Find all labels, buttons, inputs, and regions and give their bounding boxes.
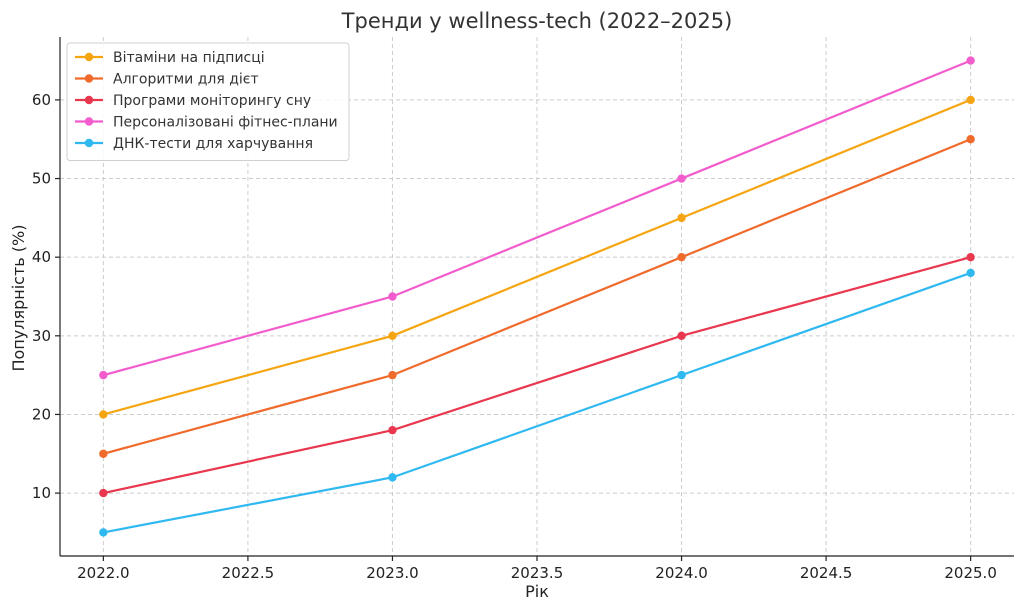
data-point xyxy=(677,174,686,183)
legend-item: Персоналізовані фітнес-плани xyxy=(75,115,338,131)
data-point xyxy=(99,370,108,380)
data-point xyxy=(966,268,975,278)
y-tick-label: 60 xyxy=(32,91,51,109)
series-2 xyxy=(99,135,975,458)
data-point xyxy=(677,331,686,341)
legend: Вітаміни на підписці Алгоритми для дієт Пр… xyxy=(66,42,350,161)
data-point xyxy=(677,252,686,262)
data-point xyxy=(966,135,975,144)
data-point xyxy=(99,449,108,458)
data-point xyxy=(388,331,397,341)
legend-item: Алгоритми для дієт xyxy=(75,72,259,88)
chart-title: Тренди у wellness-tech (2022–2025) xyxy=(341,9,733,33)
data-point xyxy=(966,252,975,262)
data-point xyxy=(388,425,397,435)
legend-item: Програми моніторингу сну xyxy=(75,93,311,109)
x-tick-label: 2023.5 xyxy=(511,564,564,582)
x-tick-label: 2024.5 xyxy=(800,564,853,582)
legend-item: Вітаміни на підписці xyxy=(75,50,265,66)
x-ticks: 2022.0 2022.5 2023.0 2023.5 2024.0 2024.5 2025… xyxy=(77,556,997,582)
y-tick-label: 40 xyxy=(32,248,51,266)
legend-label: ДНК-тести для харчування xyxy=(113,136,313,152)
series-5 xyxy=(99,268,975,537)
series-1 xyxy=(99,95,975,419)
series-4 xyxy=(99,56,975,380)
x-tick-label: 2023.0 xyxy=(366,564,419,582)
legend-marker xyxy=(84,95,94,105)
legend-label: Вітаміни на підписці xyxy=(113,50,265,66)
x-tick-label: 2022.5 xyxy=(222,564,275,582)
grid xyxy=(60,37,1014,556)
data-point xyxy=(966,95,975,105)
series-line xyxy=(103,98,972,416)
x-tick-label: 2022.0 xyxy=(77,564,130,582)
series-3 xyxy=(99,252,975,498)
x-axis-label: Рік xyxy=(525,582,549,601)
data-point xyxy=(388,292,397,301)
y-axis-label: Популярність (%) xyxy=(9,225,28,372)
y-tick-label: 30 xyxy=(32,327,51,345)
data-point xyxy=(99,528,108,537)
data-point xyxy=(966,56,975,65)
data-point xyxy=(388,473,397,482)
data-point xyxy=(99,488,108,498)
data-point xyxy=(677,370,686,380)
x-tick-label: 2025.0 xyxy=(944,564,997,582)
legend-frame xyxy=(66,42,350,161)
y-tick-label: 50 xyxy=(32,170,51,188)
series-group xyxy=(99,56,975,537)
legend-marker xyxy=(84,74,94,83)
y-tick-label: 10 xyxy=(32,484,51,502)
series-line xyxy=(103,271,972,534)
y-tick-label: 20 xyxy=(32,405,51,423)
x-tick-label: 2024.0 xyxy=(655,564,708,582)
data-point xyxy=(677,213,686,223)
legend-item: ДНК-тести для харчування xyxy=(75,136,313,152)
legend-marker xyxy=(84,52,94,62)
legend-label: Алгоритми для дієт xyxy=(113,72,259,88)
y-ticks: 10 20 30 40 50 60 xyxy=(32,91,60,502)
legend-label: Програми моніторингу сну xyxy=(113,93,311,109)
series-line xyxy=(103,59,972,377)
legend-marker xyxy=(84,138,94,148)
data-point xyxy=(99,410,108,419)
legend-label: Персоналізовані фітнес-плани xyxy=(113,115,338,131)
legend-marker xyxy=(84,117,94,126)
data-point xyxy=(388,370,397,380)
series-line xyxy=(103,138,972,455)
series-line xyxy=(103,256,971,495)
